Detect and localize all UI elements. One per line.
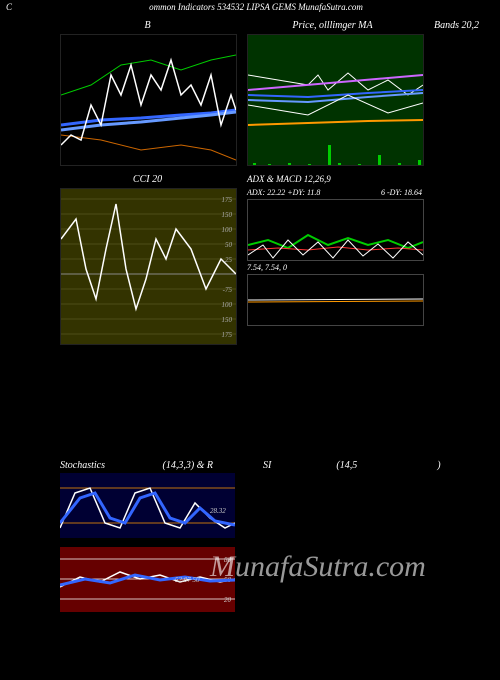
chart-panel-adx (247, 199, 424, 261)
svg-text:20: 20 (224, 596, 232, 604)
svg-text:28.32: 28.32 (210, 507, 226, 515)
stoch-rsi-title: Stochastics (14,3,3) & R SI (14,5 ) (0, 460, 500, 471)
svg-text:50: 50 (225, 241, 233, 249)
svg-text:175: 175 (222, 331, 233, 339)
chart-panel-macd (247, 274, 424, 326)
svg-text:52.07 50: 52.07 50 (175, 576, 200, 584)
chart-panel-1 (60, 34, 237, 166)
panel1-title: B (60, 20, 235, 34)
chart-panel-rsi: 80502052.07 50 (60, 547, 235, 612)
svg-text:-75: -75 (223, 286, 233, 294)
header-leftchar: C (6, 2, 12, 12)
svg-text:100: 100 (222, 301, 233, 309)
panel2-title: Price, olllimger MA (245, 20, 420, 34)
chart-panel-cci: 175 150 100 50 25 -75 100 150 175 (60, 188, 237, 345)
svg-text:80: 80 (224, 556, 232, 564)
page-header: C ommon Indicators 534532 LIPSA GEMS Mun… (0, 0, 500, 16)
svg-text:150: 150 (222, 316, 233, 324)
panel5-suptitle: ADX & MACD 12,26,9 (245, 174, 422, 188)
chart-panel-2 (247, 34, 424, 166)
svg-text:100: 100 (222, 226, 233, 234)
chart-panel-stoch: 28.32 (60, 473, 235, 538)
panel4-title: CCI 20 (60, 174, 235, 188)
header-text: ommon Indicators 534532 LIPSA GEMS Munaf… (149, 2, 363, 12)
svg-text:175: 175 (222, 196, 233, 204)
panel3-title: Bands 20,2 (430, 20, 500, 34)
svg-text:25: 25 (225, 256, 233, 264)
svg-text:150: 150 (222, 211, 233, 219)
adx-label-right: 6 -DY: 18.64 (381, 188, 422, 197)
macd-label: 7.54, 7.54, 0 (247, 263, 424, 272)
adx-label-left: ADX: 22.22 +DY: 11.8 (247, 188, 320, 197)
